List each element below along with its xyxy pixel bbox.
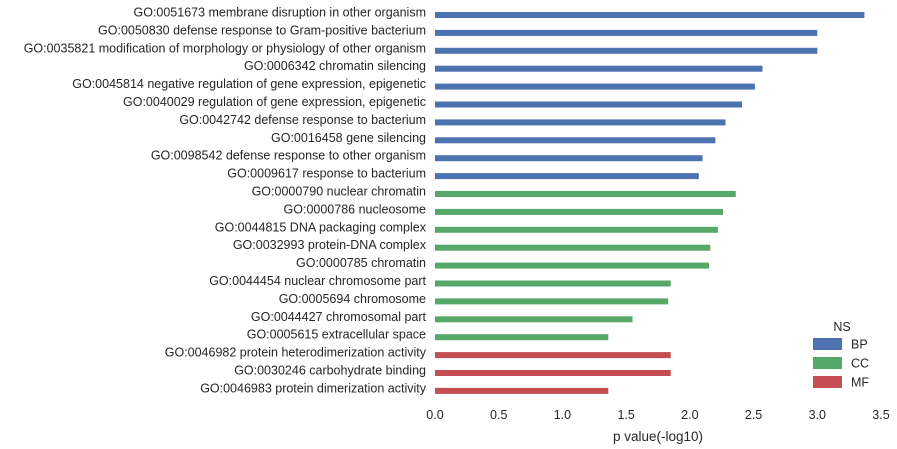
bar-bp <box>435 119 726 126</box>
legend-label-mf: MF <box>851 376 869 390</box>
bar-bp <box>435 155 703 162</box>
x-tick-label: 1.5 <box>617 408 634 422</box>
x-tick-label: 3.0 <box>809 408 826 422</box>
bar-mf <box>435 352 671 359</box>
legend: NS BP CC MF <box>813 320 869 390</box>
category-label: GO:0016458 gene silencing <box>271 131 426 145</box>
category-label: GO:0044454 nuclear chromosome part <box>209 274 426 288</box>
bar-bp <box>435 29 818 36</box>
bar-bp <box>435 137 716 144</box>
bar-cc <box>435 334 609 341</box>
bar-cc <box>435 208 723 215</box>
x-tick-label: 0.5 <box>490 408 507 422</box>
category-label: GO:0098542 defense response to other org… <box>151 149 426 163</box>
x-tick-label: 1.0 <box>554 408 571 422</box>
bar-cc <box>435 191 736 197</box>
category-label: GO:0046983 protein dimerization activity <box>200 381 427 395</box>
category-label: GO:0000785 chromatin <box>296 256 426 270</box>
category-label: GO:0046982 protein heterodimerization ac… <box>165 346 427 360</box>
bar-bp <box>435 173 699 180</box>
x-tick-label: 0.0 <box>426 408 443 422</box>
legend-label-bp: BP <box>851 338 868 352</box>
category-label: GO:0006342 chromatin silencing <box>244 59 426 73</box>
category-label: GO:0051673 membrane disruption in other … <box>133 6 426 20</box>
category-label: GO:0042742 defense response to bacterium <box>179 113 426 127</box>
bar-bp <box>435 83 755 90</box>
x-tick-label: 2.0 <box>681 408 698 422</box>
bar-bp <box>435 47 818 54</box>
bar-bp <box>435 65 763 72</box>
bar-cc <box>435 316 633 323</box>
category-labels: GO:0051673 membrane disruption in other … <box>24 6 427 396</box>
category-label: GO:0032993 protein-DNA complex <box>233 238 427 252</box>
bar-bp <box>435 12 865 18</box>
category-label: GO:0035821 modification of morphology or… <box>24 41 426 55</box>
legend-label-cc: CC <box>851 357 869 371</box>
category-label: GO:0040029 regulation of gene expression… <box>123 95 426 109</box>
category-label: GO:0030246 carbohydrate binding <box>234 364 426 378</box>
category-label: GO:0000786 nucleosome <box>284 202 427 216</box>
bar-mf <box>435 387 609 394</box>
bar-cc <box>435 262 709 269</box>
bar-cc <box>435 226 718 233</box>
x-axis-ticks: 0.0 0.5 1.0 1.5 2.0 2.5 3.0 3.5 <box>426 408 889 422</box>
category-label: GO:0000790 nuclear chromatin <box>252 185 426 199</box>
category-label: GO:0044427 chromosomal part <box>251 310 427 324</box>
bars-layer <box>435 12 865 394</box>
bar-mf <box>435 370 671 376</box>
legend-title: NS <box>833 320 850 334</box>
x-tick-label: 2.5 <box>745 408 762 422</box>
legend-entries: BP CC MF <box>813 338 869 390</box>
x-axis-label: p value(-log10) <box>613 429 703 444</box>
bar-cc <box>435 298 669 305</box>
category-label: GO:0005694 chromosome <box>279 292 426 306</box>
bar-cc <box>435 280 671 287</box>
category-label: GO:0045814 negative regulation of gene e… <box>72 77 426 91</box>
legend-swatch-cc <box>813 357 842 369</box>
category-label: GO:0050830 defense response to Gram-posi… <box>98 23 426 37</box>
legend-swatch-bp <box>813 338 842 350</box>
bar-cc <box>435 244 711 251</box>
category-label: GO:0044815 DNA packaging complex <box>215 220 427 234</box>
category-label: GO:0005615 extracellular space <box>247 328 426 342</box>
category-label: GO:0009617 response to bacterium <box>227 167 426 181</box>
bar-bp <box>435 101 743 108</box>
legend-swatch-mf <box>813 376 842 388</box>
x-tick-label: 3.5 <box>872 408 889 422</box>
